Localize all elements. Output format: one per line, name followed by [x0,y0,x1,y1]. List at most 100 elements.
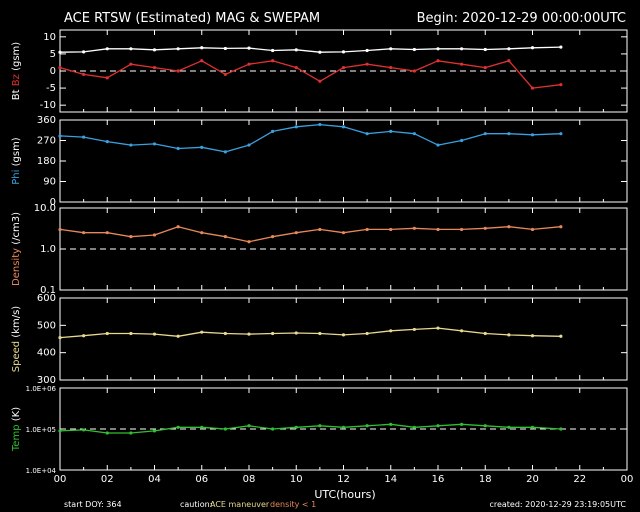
data-point-density [412,226,416,230]
begin-time: Begin: 2020-12-29 00:00:00UTC [417,11,626,26]
y-label-unit: (km/s) [11,306,22,338]
data-point-density [341,231,346,235]
data-point-speed [152,332,157,336]
y-tick-label: 1.0 [40,244,56,255]
created-time: created: 2020-12-29 23:19:05UTC [489,500,626,509]
data-point-speed [271,331,275,336]
data-point-density [152,233,157,237]
data-point-speed [460,329,464,333]
data-point-bt [129,47,133,51]
data-point-phi [129,143,133,147]
data-point-bt [271,48,275,53]
data-point-temp [460,422,464,426]
data-point-bz [318,79,322,83]
x-tick-label: 14 [384,474,397,485]
data-point-bz [365,62,369,66]
x-tick-label: 18 [479,474,492,485]
y-tick-label: 10 [43,32,56,43]
data-point-speed [294,331,298,335]
data-point-density [530,227,535,232]
panel-phi: 360 270 180 90 0 Phi (gsm) [11,115,628,208]
data-point-density [559,225,563,229]
y-tick-label: 5 [50,49,56,60]
data-point-phi [247,143,251,147]
data-point-bz [176,69,180,73]
y-tick-label: 1.0E+05 [26,426,56,434]
data-point-density [365,227,369,232]
y-label-series-phi: Phi [11,166,22,184]
data-point-speed [129,331,133,336]
data-point-temp [389,422,393,426]
data-point-density [176,225,180,229]
y-axis-label: Bt Bz (gsm) [11,42,22,100]
figure-title: ACE RTSW (Estimated) MAG & SWEPAM [64,11,320,26]
data-point-speed [389,329,393,333]
data-point-phi [530,133,535,137]
data-point-bz [223,72,227,77]
series-line-density [59,226,561,243]
data-point-phi [483,132,487,136]
data-point-phi [341,125,346,129]
x-tick-label: 10 [290,474,303,485]
y-label-unit: (gsm) [11,137,22,166]
y-tick-label: 270 [37,136,56,147]
data-point-temp [200,425,204,429]
series-line-bt [59,46,561,53]
data-point-phi [412,132,416,136]
data-point-bt [341,50,346,54]
data-point-density [58,227,62,232]
data-point-bz [412,69,416,73]
x-tick-label: 08 [243,474,256,485]
y-tick-label: 300 [37,375,56,386]
data-point-temp [82,428,86,432]
y-label-series-speed: Speed [11,338,22,373]
x-tick-label: 20 [526,474,539,485]
data-point-speed [176,334,180,338]
data-point-temp [152,429,157,433]
caution-label: caution: [180,500,212,509]
data-point-speed [559,334,563,338]
y-axis-label: Density (/cm3) [11,212,22,286]
x-axis-label: UTC(hours) [314,488,375,501]
data-point-bz [129,62,133,66]
data-point-phi [436,143,440,147]
data-point-phi [82,135,86,139]
data-point-phi [559,132,563,136]
data-point-phi [271,129,275,133]
data-point-bt [559,45,563,49]
data-point-density [200,231,204,235]
y-tick-label: 0 [50,66,56,77]
data-point-temp [412,425,416,429]
data-point-density [129,235,133,239]
data-point-bt [530,46,535,50]
y-label-series-temp: Temp [11,421,22,452]
data-point-phi [389,129,393,133]
y-tick-label: 400 [37,348,56,359]
data-point-phi [507,132,511,136]
panel-bt-bz: 10 5 0 -5 -10 Bt Bz (gsm) [11,29,628,113]
y-tick-label: 500 [37,320,56,331]
data-point-density [389,227,393,232]
data-point-bz [294,65,298,70]
y-tick-label: 1.0E+06 [26,385,57,393]
data-point-temp [483,424,487,428]
data-point-phi [294,125,298,129]
y-tick-label: 0.1 [40,285,56,296]
data-point-bz [530,86,535,90]
x-tick-label: 16 [432,474,445,485]
x-tick-label: 22 [573,474,586,485]
data-point-bz [389,65,393,70]
y-label-unit: (gsm) [11,42,22,71]
data-point-bz [341,65,346,70]
x-tick-label: 04 [148,474,161,485]
series-line-temp [59,423,561,434]
data-point-bz [58,65,62,70]
y-label-series-bz: Bz [11,71,22,86]
y-tick-label: 1.0E+04 [26,467,57,475]
data-point-phi [176,146,180,151]
data-point-bz [483,65,487,70]
data-point-speed [436,326,440,330]
panel-temp: 1.0E+06 1.0E+05 1.0E+04 Temp (K) 00 02 04 06 08 1… [11,385,633,485]
data-point-temp [247,424,251,428]
data-point-density [483,226,487,230]
